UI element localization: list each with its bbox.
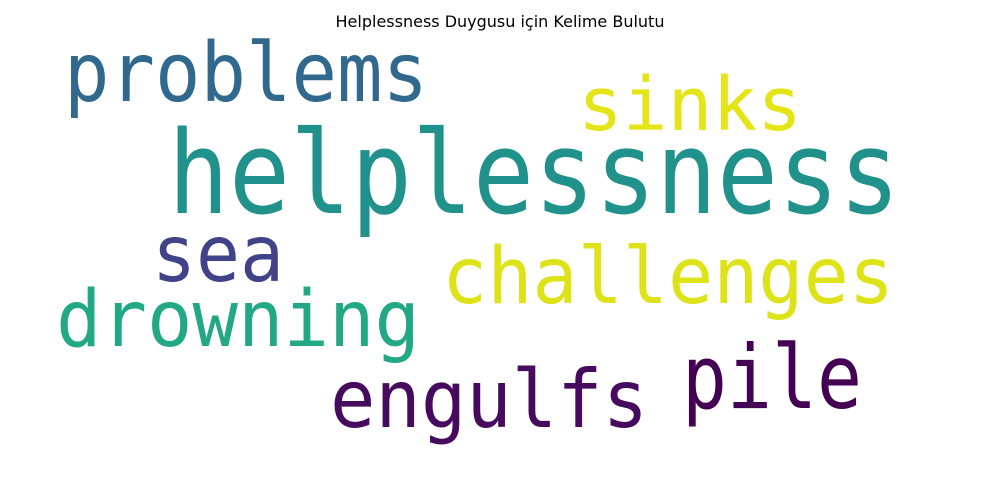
word-engulfs: engulfs <box>330 353 648 446</box>
word-drowning: drowning <box>56 275 420 365</box>
word-helplessness: helplessness <box>168 107 900 241</box>
word-problems: problems <box>64 26 428 121</box>
word-sea: sea <box>152 210 284 300</box>
word-cloud-title: Helplessness Duygusu için Kelime Bulutu <box>335 12 665 31</box>
word-sinks: sinks <box>578 62 802 148</box>
word-challenges: challenges <box>442 232 894 322</box>
word-pile: pile <box>682 326 862 429</box>
